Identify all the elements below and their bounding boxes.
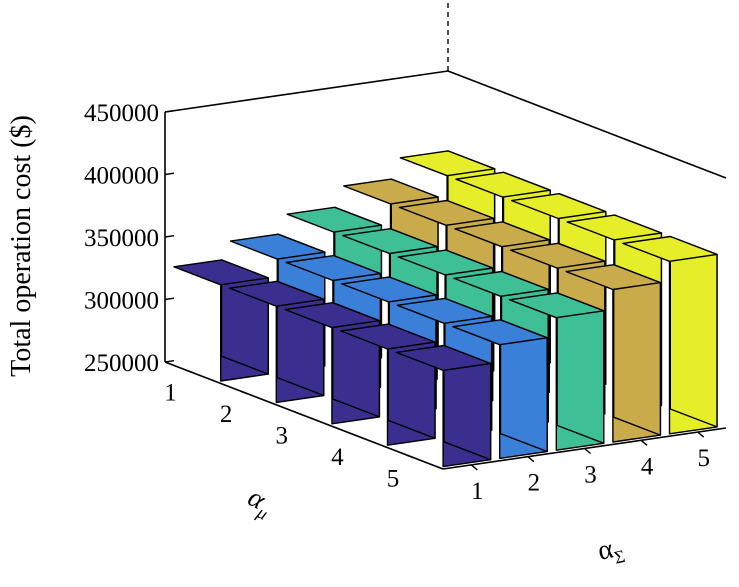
right-top-edge: [447, 70, 727, 179]
z-tick-mark: [164, 110, 175, 113]
asigma-tick-label: 2: [528, 470, 541, 497]
bar-face-top: [341, 276, 437, 303]
z-tick-label: 350000: [84, 225, 159, 252]
z-tick-mark: [164, 297, 175, 301]
asigma-tick-label: 4: [641, 453, 654, 480]
z-tick-label: 300000: [84, 288, 159, 315]
bar-face-top: [397, 249, 494, 276]
z-tick-mark: [164, 235, 175, 238]
bar: [395, 344, 492, 468]
z-tick-mark: [164, 172, 175, 176]
bar-face-top: [510, 192, 607, 220]
bar-face-top: [452, 319, 548, 346]
amu-tick-label: 1: [164, 380, 177, 407]
bar-face-top: [565, 264, 662, 291]
z-tick-label: 450000: [84, 100, 159, 127]
bar-face-top: [566, 214, 663, 241]
amu-tick-label: 3: [276, 423, 289, 450]
amu-tick-mark: [295, 411, 305, 417]
bar-face-top: [454, 221, 550, 248]
bar: [565, 264, 662, 443]
bar-face-top: [622, 235, 718, 262]
asigma-tick-label: 5: [697, 445, 710, 472]
bar: [452, 319, 548, 460]
labels-group: 250000 300000 350000 400000 450000 1 2 3 4 5 1 2 3 4 5…: [6, 100, 710, 570]
bar-face-top: [509, 242, 606, 269]
bar-face-top: [342, 227, 438, 255]
amu-tick-label: 5: [387, 465, 400, 492]
amu-tick-mark: [406, 454, 416, 459]
amu-tick-label: 4: [331, 444, 344, 471]
asigma-axis-title-main: α: [595, 533, 616, 566]
bar-face-top: [286, 206, 383, 233]
amu-tick-label: 2: [220, 401, 233, 428]
bar-face-top: [284, 302, 381, 329]
bar-face-top: [395, 344, 492, 372]
bar: [622, 235, 718, 435]
asigma-axis-title-sub: Σ: [612, 546, 626, 568]
bar-face-top: [453, 270, 549, 297]
asigma-tick-label: 1: [471, 478, 484, 505]
bar-face-top: [508, 292, 605, 319]
bar-face-top: [343, 178, 439, 205]
bar-face-top: [455, 171, 551, 198]
z-axis-title: Total operation cost ($): [6, 115, 37, 377]
bar-face-side: [669, 235, 718, 428]
z-tick-label: 400000: [84, 163, 159, 190]
z-tick-label: 250000: [84, 350, 159, 377]
asigma-tick-mark: [470, 464, 478, 471]
amu-tick-mark: [240, 390, 249, 395]
bar: [173, 259, 269, 382]
asigma-tick-mark: [527, 456, 535, 463]
bar-face-top: [399, 150, 496, 177]
axis-walls: [164, 0, 727, 471]
z-tick-mark: [164, 360, 175, 363]
bar-face-side: [613, 264, 662, 436]
asigma-tick-mark: [584, 447, 591, 455]
bar-face-top: [173, 259, 269, 286]
asigma-axis-title: αΣ: [595, 531, 627, 570]
bar: [508, 292, 605, 451]
asigma-tick-label: 3: [584, 462, 597, 489]
bar-face-top: [340, 323, 436, 350]
asigma-tick-mark: [697, 431, 705, 438]
asigma-tick-mark: [640, 439, 648, 446]
amu-axis-title: αμ: [241, 482, 278, 524]
bar-face-top: [396, 297, 493, 324]
amu-tick-mark: [351, 433, 360, 438]
bars-group: [173, 150, 718, 468]
back-top-edge: [164, 70, 449, 113]
bar-face-top: [285, 254, 382, 282]
amu-tick-mark: [184, 369, 194, 374]
bar-face-top: [229, 233, 326, 260]
bar-face-top: [398, 199, 495, 227]
bar-face-top: [228, 280, 325, 307]
